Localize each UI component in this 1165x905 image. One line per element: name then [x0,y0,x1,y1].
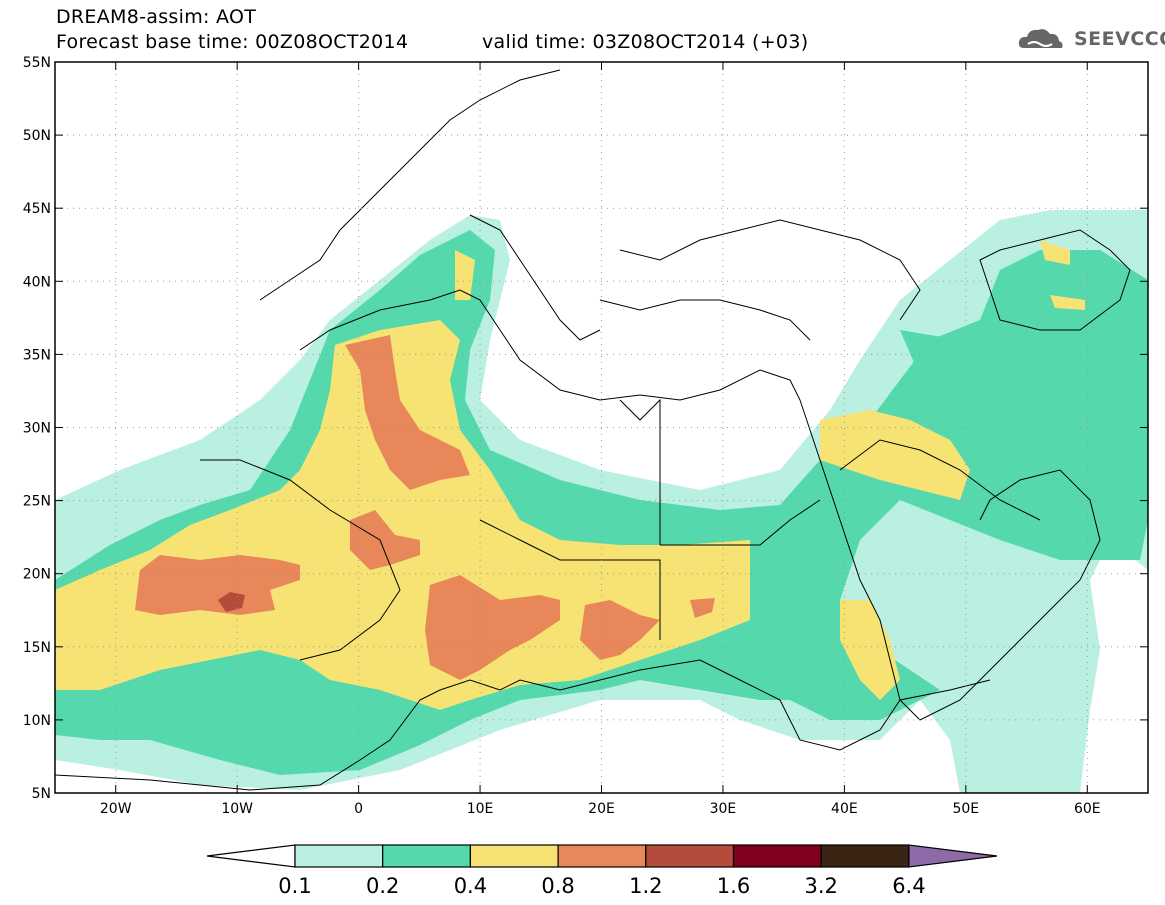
lon-label: 40E [831,801,858,817]
lat-label: 10N [23,713,51,729]
lat-label: 20N [23,567,51,583]
longitude-labels: 20W 10W 0 10E 20E 30E 40E 50E 60E [100,801,1101,817]
colorbar-label: 3.2 [804,874,837,898]
axis-ticks [55,61,1148,794]
latitude-labels: 55N 50N 45N 40N 35N 30N 25N 20N 15N 10N 5N [23,55,51,802]
colorbar [206,844,998,868]
colorbar-label: 6.4 [892,874,925,898]
lat-label: 50N [23,128,51,144]
lon-label: 10W [221,801,253,817]
colorbar-segment [382,844,472,868]
lon-label: 20E [588,801,615,817]
lat-label: 40N [23,274,51,290]
colorbar-segment [732,844,822,868]
aot-contour-0-8 [135,335,715,680]
lat-label: 55N [23,55,51,71]
valid-time: valid time: 03Z08OCT2014 (+03) [482,31,809,53]
colorbar-min-arrow [206,844,296,868]
colorbar-label: 0.8 [541,874,574,898]
aot-contour-1-2 [218,592,245,612]
lat-label: 25N [23,494,51,510]
lon-label: 20W [100,801,132,817]
lat-label: 30N [23,421,51,437]
colorbar-label: 1.6 [717,874,750,898]
colorbar-segment [820,844,910,868]
cloud-logo-icon [1018,29,1063,48]
map-title: DREAM8-assim: AOT [56,6,257,28]
lat-label: 35N [23,347,51,363]
lat-label: 5N [32,786,51,802]
colorbar-segment [645,844,735,868]
logo-text: SEEVCCC [1074,28,1165,50]
colorbar-label: 0.2 [366,874,399,898]
lon-label: 50E [952,801,979,817]
lon-label: 10E [467,801,494,817]
colorbar-segment [294,844,384,868]
colorbar-labels: 0.1 0.2 0.4 0.8 1.2 1.6 3.2 6.4 [278,874,925,898]
colorbar-label: 1.2 [629,874,662,898]
colorbar-label: 0.1 [278,874,311,898]
lon-label: 0 [354,801,363,817]
coastlines [55,69,1131,791]
colorbar-segment [557,844,647,868]
lon-label: 30E [710,801,737,817]
colorbar-segment [469,844,559,868]
graticule [55,62,1148,793]
lat-label: 15N [23,640,51,656]
forecast-base-time: Forecast base time: 00Z08OCT2014 [56,31,409,53]
lon-label: 60E [1074,801,1101,817]
lat-label: 45N [23,201,51,217]
colorbar-label: 0.4 [454,874,487,898]
colorbar-max-arrow [908,844,998,868]
